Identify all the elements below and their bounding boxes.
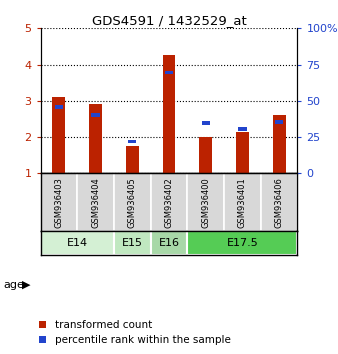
Bar xyxy=(151,173,187,231)
Text: ▶: ▶ xyxy=(22,280,30,290)
Text: GSM936405: GSM936405 xyxy=(128,177,137,228)
Text: GSM936406: GSM936406 xyxy=(274,177,284,228)
Text: GSM936404: GSM936404 xyxy=(91,177,100,228)
Bar xyxy=(187,173,224,231)
Bar xyxy=(52,97,65,173)
Bar xyxy=(151,231,187,255)
Bar xyxy=(89,104,102,173)
Bar xyxy=(163,55,175,173)
Bar xyxy=(114,231,151,255)
Text: E16: E16 xyxy=(159,238,179,248)
Legend: transformed count, percentile rank within the sample: transformed count, percentile rank withi… xyxy=(39,320,231,345)
Text: E15: E15 xyxy=(122,238,143,248)
Bar xyxy=(55,105,63,109)
Bar xyxy=(238,127,246,131)
Text: GSM936403: GSM936403 xyxy=(54,177,64,228)
Bar xyxy=(224,173,261,231)
Bar xyxy=(201,121,210,125)
Bar xyxy=(236,132,249,173)
Text: age: age xyxy=(3,280,24,290)
Title: GDS4591 / 1432529_at: GDS4591 / 1432529_at xyxy=(92,14,246,27)
Bar xyxy=(114,173,151,231)
Bar xyxy=(41,231,114,255)
Bar xyxy=(41,173,77,231)
Bar xyxy=(165,71,173,74)
Bar xyxy=(273,115,286,173)
Bar xyxy=(275,120,283,124)
Bar xyxy=(187,231,297,255)
Text: GSM936400: GSM936400 xyxy=(201,177,210,228)
Text: GSM936401: GSM936401 xyxy=(238,177,247,228)
Text: GSM936402: GSM936402 xyxy=(165,177,173,228)
Bar xyxy=(199,137,212,173)
Bar xyxy=(261,173,297,231)
Text: E14: E14 xyxy=(67,238,88,248)
Bar xyxy=(77,173,114,231)
Bar xyxy=(92,113,100,117)
Bar xyxy=(128,139,137,143)
Text: E17.5: E17.5 xyxy=(226,238,258,248)
Bar xyxy=(126,146,139,173)
